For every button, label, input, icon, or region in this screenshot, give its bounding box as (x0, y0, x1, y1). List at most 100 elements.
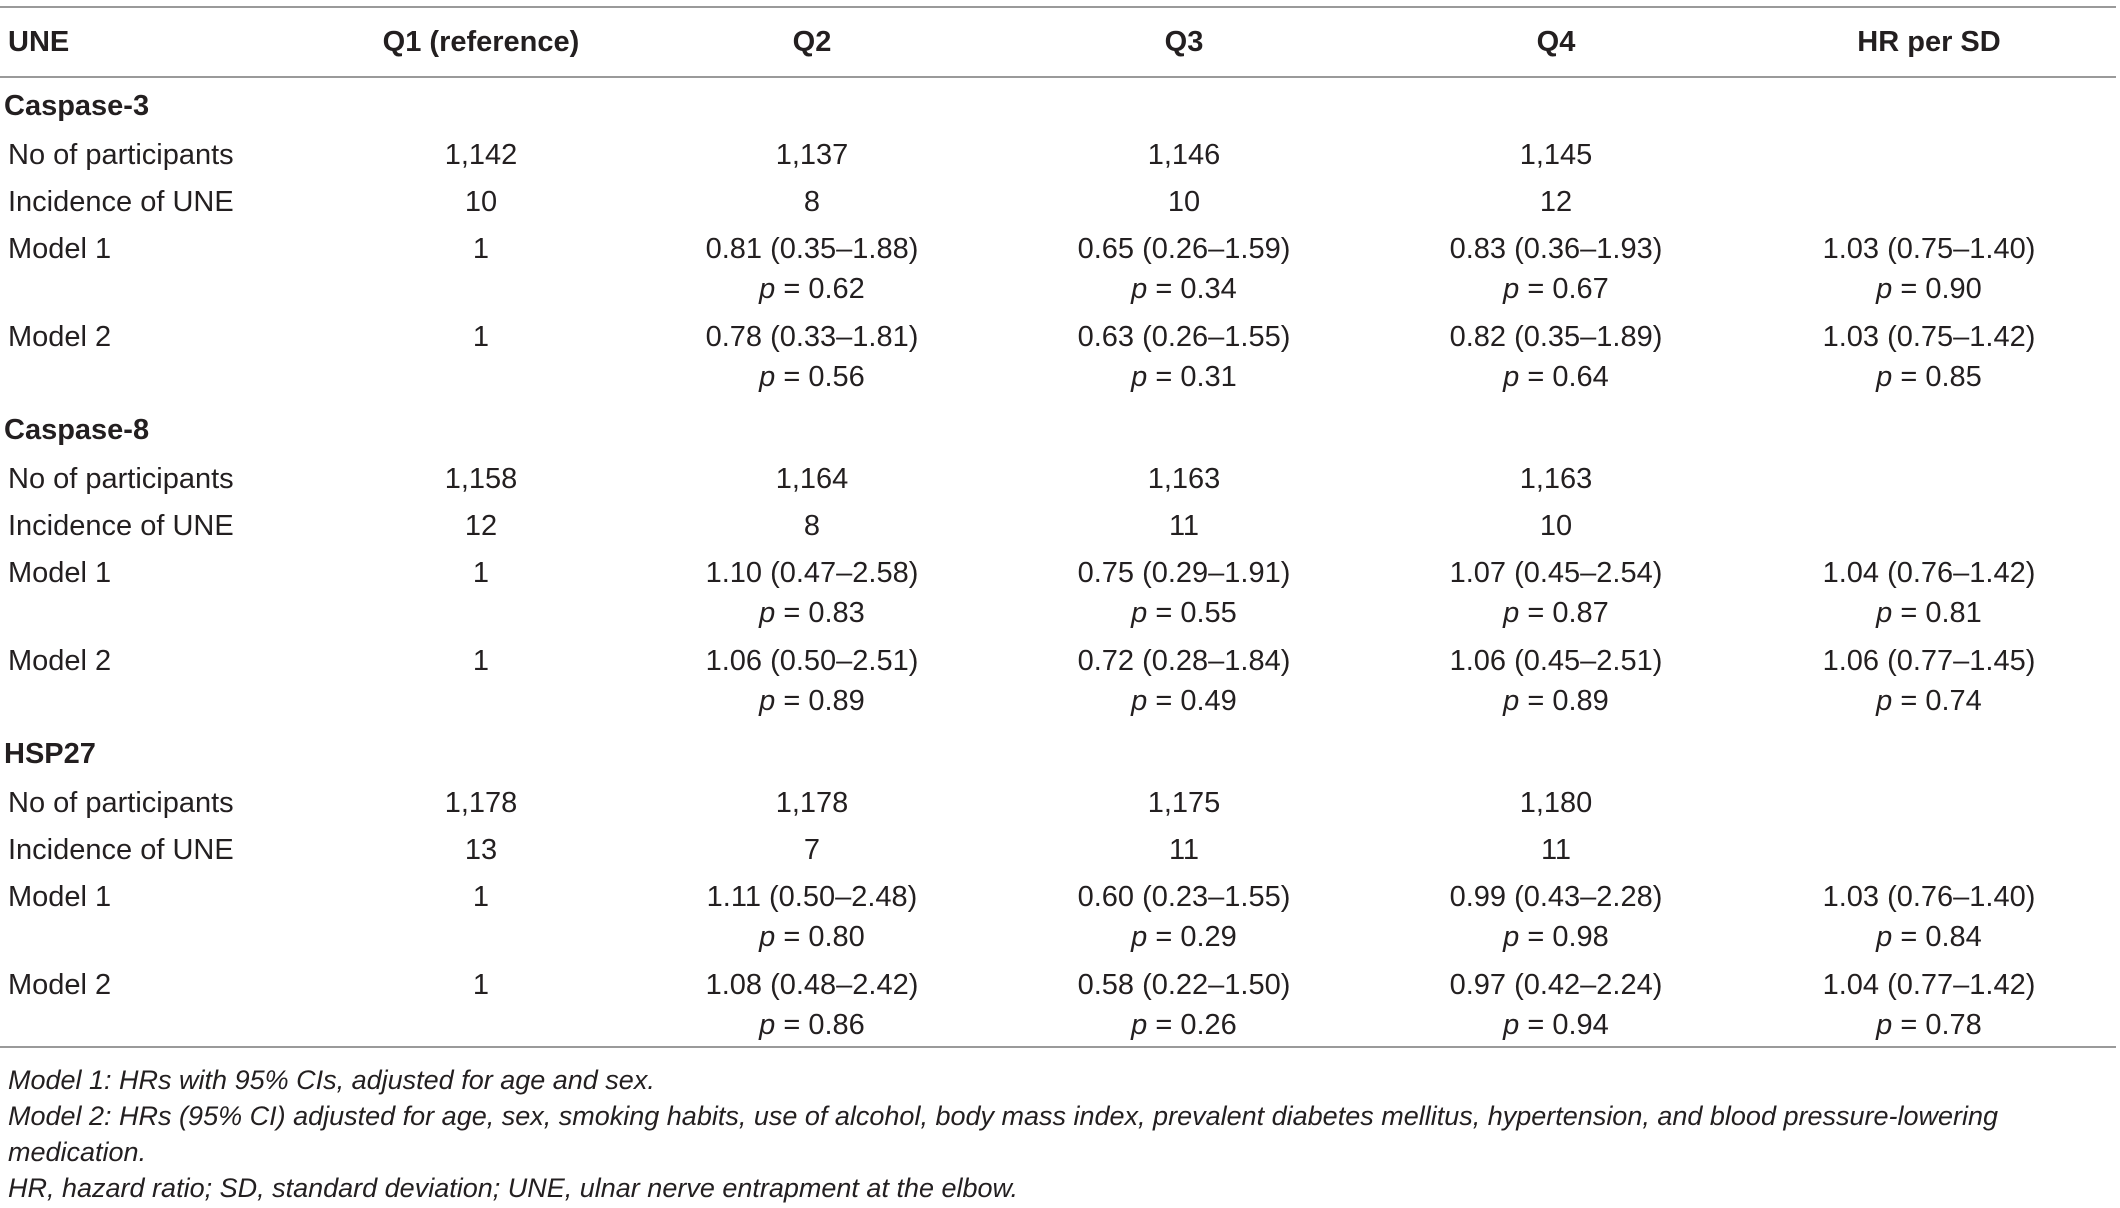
cell-q2-estimate: 1.08 (0.48–2.42) (705, 969, 919, 1001)
cell-q1: 1,142 (444, 139, 518, 171)
cell-q4: 11 (1540, 834, 1572, 866)
table-row: No of participants 1,178 1,178 1,175 1,1… (0, 780, 2116, 827)
cell-q2: 8 (803, 510, 821, 542)
cell-q4-estimate: 0.99 (0.43–2.28) (1449, 881, 1663, 913)
table-row: Incidence of UNE 10 8 10 12 (0, 179, 2116, 226)
p-symbol: p (1876, 273, 1893, 305)
cell-q4: 1,145 (1519, 139, 1593, 171)
section-title-row: Caspase-3 (0, 77, 2116, 132)
table-footnotes: Model 1: HRs with 95% CIs, adjusted for … (0, 1046, 2116, 1206)
cell-q1: 1 (472, 969, 490, 1001)
p-symbol: p (1876, 597, 1893, 629)
table-row: No of participants 1,158 1,164 1,163 1,1… (0, 456, 2116, 503)
p-symbol: p (1876, 1009, 1893, 1041)
cell-sd-estimate: 1.04 (0.77–1.42) (1822, 969, 2036, 1001)
row-label: No of participants (8, 139, 234, 171)
table-row: Incidence of UNE 12 8 11 10 (0, 503, 2116, 550)
row-label: Incidence of UNE (8, 510, 234, 542)
cell-sd (1742, 132, 2116, 179)
cell-q4-estimate: 0.83 (0.36–1.93) (1449, 233, 1663, 265)
p-symbol: p (759, 921, 776, 953)
cell-q2: 7 (803, 834, 821, 866)
cell-q3-estimate: 0.65 (0.26–1.59) (1077, 233, 1291, 265)
cell-sd (1742, 456, 2116, 503)
table-row: Model 2 1 0.78 (0.33–1.81) p = 0.56 0.63 … (0, 314, 2116, 402)
row-label: Model 1 (8, 233, 112, 265)
cell-q3-p-value: = 0.49 (1147, 685, 1237, 717)
cell-q3: 1,175 (1147, 787, 1221, 819)
cell-q4-estimate: 1.07 (0.45–2.54) (1449, 557, 1663, 589)
cell-q4-p-value: = 0.87 (1519, 597, 1609, 629)
row-label: Incidence of UNE (8, 834, 234, 866)
row-label: Model 2 (8, 969, 112, 1001)
p-symbol: p (759, 1009, 776, 1041)
cell-q1: 1,178 (444, 787, 518, 819)
cell-q2-p-value: = 0.56 (775, 361, 865, 393)
header-q2: Q2 (792, 25, 832, 58)
results-table: UNE Q1 (reference) Q2 Q3 Q4 HR per SD Ca… (0, 6, 2116, 1056)
cell-q3-estimate: 0.75 (0.29–1.91) (1077, 557, 1291, 589)
header-q4: Q4 (1536, 25, 1576, 58)
cell-q4-p-value: = 0.64 (1519, 361, 1609, 393)
cell-sd (1742, 827, 2116, 874)
cell-q2: 1,178 (775, 787, 849, 819)
cell-sd (1742, 179, 2116, 226)
cell-sd-p-value: = 0.90 (1892, 273, 1982, 305)
cell-q2: 1,164 (775, 463, 849, 495)
cell-q2-p-value: = 0.86 (775, 1009, 865, 1041)
section-hsp27: HSP27 No of participants 1,178 1,178 1,1… (0, 726, 2116, 1056)
table-row: No of participants 1,142 1,137 1,146 1,1… (0, 132, 2116, 179)
cell-sd-p-value: = 0.84 (1892, 921, 1982, 953)
section-title: Caspase-3 (4, 90, 150, 122)
section-title: Caspase-8 (4, 414, 150, 446)
header-hr-per-sd: HR per SD (1857, 25, 2001, 58)
cell-sd-estimate: 1.06 (0.77–1.45) (1822, 645, 2036, 677)
cell-sd-estimate: 1.03 (0.75–1.42) (1822, 321, 2036, 353)
section-caspase-8: Caspase-8 No of participants 1,158 1,164… (0, 402, 2116, 726)
cell-q1: 1 (472, 233, 490, 265)
cell-q3-p-value: = 0.34 (1147, 273, 1237, 305)
p-symbol: p (1503, 921, 1520, 953)
cell-q1: 1 (472, 881, 490, 913)
cell-q4-estimate: 1.06 (0.45–2.51) (1449, 645, 1663, 677)
cell-sd-p-value: = 0.78 (1892, 1009, 1982, 1041)
cell-q1: 10 (464, 186, 498, 218)
cell-q1: 1 (472, 645, 490, 677)
table-header: UNE Q1 (reference) Q2 Q3 Q4 HR per SD (0, 7, 2116, 77)
cell-q4-estimate: 0.97 (0.42–2.24) (1449, 969, 1663, 1001)
cell-q2-estimate: 0.81 (0.35–1.88) (705, 233, 919, 265)
cell-q2-p-value: = 0.89 (775, 685, 865, 717)
table-row: Model 1 1 0.81 (0.35–1.88) p = 0.62 0.65 … (0, 226, 2116, 314)
row-label: No of participants (8, 463, 234, 495)
table-row: Model 2 1 1.06 (0.50–2.51) p = 0.89 0.72 … (0, 638, 2116, 726)
cell-sd-p-value: = 0.74 (1892, 685, 1982, 717)
section-title-row: HSP27 (0, 726, 2116, 780)
p-symbol: p (1131, 1009, 1148, 1041)
cell-q3-estimate: 0.60 (0.23–1.55) (1077, 881, 1291, 913)
cell-q3: 1,163 (1147, 463, 1221, 495)
table-row: Model 2 1 1.08 (0.48–2.42) p = 0.86 0.58 … (0, 962, 2116, 1056)
section-title: HSP27 (4, 738, 96, 770)
p-symbol: p (1876, 921, 1893, 953)
p-symbol: p (1503, 273, 1520, 305)
p-symbol: p (759, 597, 776, 629)
row-label: No of participants (8, 787, 234, 819)
header-une: UNE (8, 25, 70, 58)
table-row: Model 1 1 1.11 (0.50–2.48) p = 0.80 0.60 … (0, 874, 2116, 962)
footnote-model-2: Model 2: HRs (95% CI) adjusted for age, … (8, 1101, 1999, 1167)
p-symbol: p (1503, 685, 1520, 717)
cell-q4-p-value: = 0.98 (1519, 921, 1609, 953)
cell-q3: 1,146 (1147, 139, 1221, 171)
cell-sd-estimate: 1.04 (0.76–1.42) (1822, 557, 2036, 589)
cell-q2-p-value: = 0.62 (775, 273, 865, 305)
p-symbol: p (1131, 361, 1148, 393)
cell-q3-p-value: = 0.31 (1147, 361, 1237, 393)
header-row: UNE Q1 (reference) Q2 Q3 Q4 HR per SD (0, 7, 2116, 77)
cell-q4: 12 (1539, 186, 1573, 218)
cell-q4: 1,180 (1519, 787, 1593, 819)
p-symbol: p (759, 273, 776, 305)
cell-q3-estimate: 0.58 (0.22–1.50) (1077, 969, 1291, 1001)
cell-q4-estimate: 0.82 (0.35–1.89) (1449, 321, 1663, 353)
cell-q3-p-value: = 0.55 (1147, 597, 1237, 629)
